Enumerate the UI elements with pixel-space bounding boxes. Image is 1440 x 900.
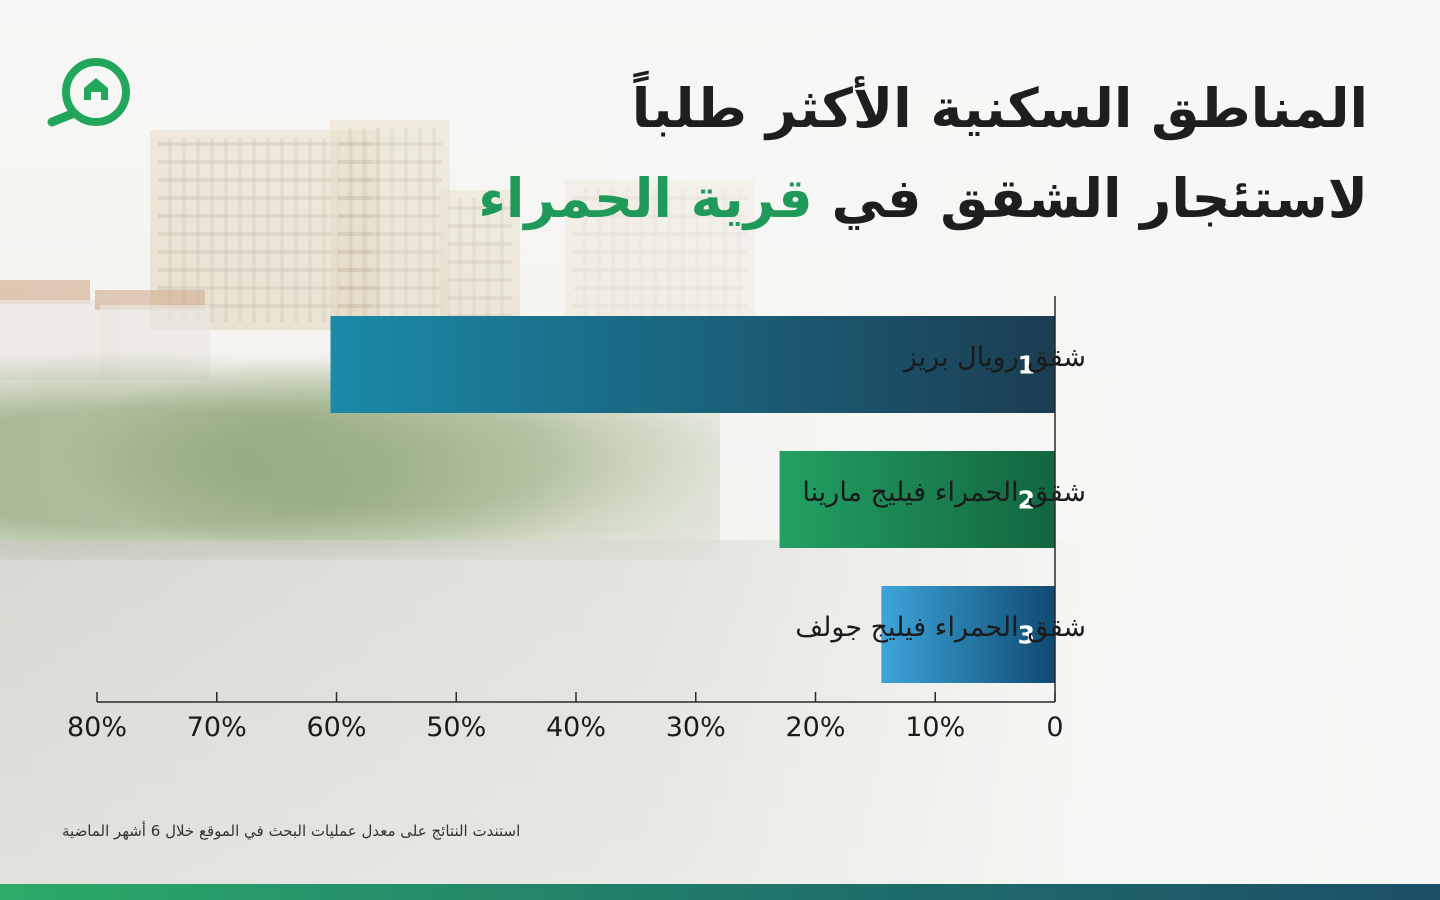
x-tick-label-40: 40% [546, 712, 606, 743]
x-tick-label-60: 60% [306, 712, 366, 743]
house-search-icon [47, 58, 130, 127]
chart-title: المناطق السكنية الأكثر طلباً لاستئجار ال… [368, 64, 1368, 244]
bar-rank-label-2: 2 [1018, 486, 1035, 515]
bar-3 [881, 586, 1055, 683]
category-label-3: شقق الحمراء فيليج جولف [795, 612, 1086, 643]
bar-rank-label-3: 3 [1018, 621, 1035, 650]
category-label-2: شقق الحمراء فيليج مارينا [802, 477, 1086, 508]
bar-2 [779, 451, 1055, 548]
title-line-1: المناطق السكنية الأكثر طلباً [631, 77, 1368, 140]
x-tick-label-80: 80% [67, 712, 127, 743]
x-tick-label-30: 30% [666, 712, 726, 743]
category-label-1: شقق رويال بريز [902, 342, 1086, 373]
title-accent: قرية الحمراء [478, 167, 813, 230]
bar-rank-label-1: 1 [1018, 351, 1035, 380]
bottom-gradient-bar [0, 884, 1440, 900]
title-line-2: لاستئجار الشقق في قرية الحمراء [368, 154, 1368, 244]
x-tick-label-10: 10% [905, 712, 965, 743]
x-tick-label-70: 70% [187, 712, 247, 743]
x-tick-label-0: 0 [1046, 712, 1063, 743]
bar-1 [330, 316, 1055, 413]
footnote: استندت النتائج على معدل عمليات البحث في … [62, 822, 521, 840]
x-tick-label-20: 20% [785, 712, 845, 743]
title-line-2-prefix: لاستئجار الشقق في [812, 167, 1368, 230]
x-tick-label-50: 50% [426, 712, 486, 743]
